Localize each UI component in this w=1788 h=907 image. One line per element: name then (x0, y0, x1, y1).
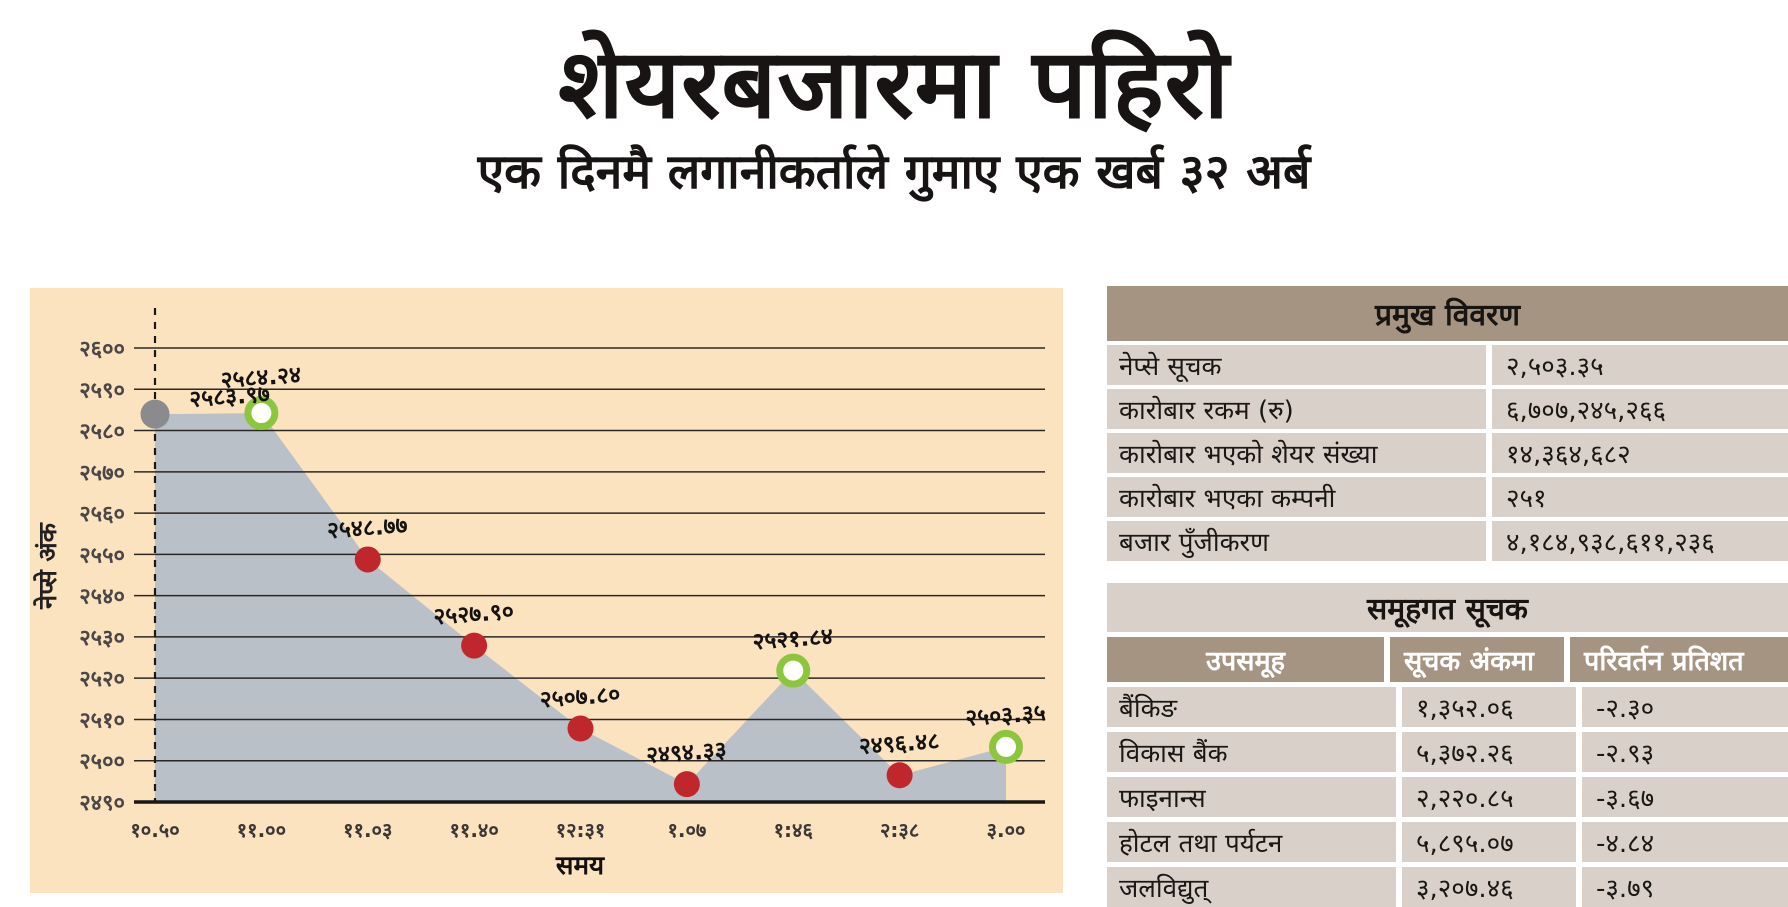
row-subgroup: विकास बैंक (1107, 732, 1396, 772)
index-area-fill (155, 413, 1006, 802)
table-row: कारोबार रकम (रु) ६,७०७,२४५,२६६ (1107, 389, 1788, 429)
row-value: ६,७०७,२४५,२६६ (1492, 389, 1788, 429)
row-label: कारोबार भएको शेयर संख्या (1107, 433, 1486, 473)
data-point-label: २५८३.९७ (188, 381, 270, 413)
row-change: -३.६७ (1582, 777, 1788, 817)
data-point-marker-red (461, 632, 488, 659)
page-title: शेयरबजारमा पहिरो (558, 28, 1230, 140)
x-tick-label: १.०७ (667, 818, 706, 842)
page-subtitle: एक दिनमै लगानीकर्ताले गुमाए एक खर्ब ३२ अ… (477, 143, 1311, 200)
data-point-marker-green (244, 396, 279, 431)
masthead: शेयरबजारमा पहिरो एक दिनमै लगानीकर्ताले ग… (0, 10, 1788, 203)
column-header-change: परिवर्तन प्रतिशत (1570, 637, 1788, 682)
table-row: कारोबार भएको शेयर संख्या १४,३६४,६८२ (1107, 433, 1788, 473)
y-tick-label: २५६० (79, 502, 125, 527)
group-index-table: समूहगत सूचक उपसमूह सूचक अंकमा परिवर्तन प… (1107, 583, 1788, 907)
row-index: १,३५२.०६ (1402, 687, 1576, 727)
y-tick-label: २५८० (79, 420, 125, 445)
y-tick-label: २५१० (79, 708, 125, 733)
row-subgroup: फाइनान्स (1107, 777, 1396, 817)
x-tick-label: ३.०० (987, 818, 1026, 842)
data-point-marker-gray (140, 399, 170, 429)
y-tick-label: २५९० (79, 378, 125, 403)
x-tick-label: ११.४० (450, 818, 499, 842)
data-point-label: २५४८.७७ (326, 513, 408, 545)
table-row: जलविद्युत् ३,२०७.४६ -३.७९ (1107, 867, 1788, 907)
data-point-label: २५०७.८० (539, 682, 621, 714)
y-tick-label: २५५० (79, 543, 125, 568)
data-point-label: २४९४.३३ (645, 737, 727, 769)
nepse-chart-panel: २६०० २५९० २५८० २५७० २५६० २५५० २५४० २५३० २५२० २५१०… (30, 288, 1063, 893)
y-tick-label: २५०० (79, 750, 125, 775)
data-point-marker-red (673, 771, 700, 798)
row-value: २५१ (1492, 477, 1788, 517)
data-point-label: २५८४.२४ (220, 362, 302, 394)
data-point-marker-red (886, 762, 913, 789)
y-tick-label: २५२० (79, 667, 125, 692)
group-table-title: समूहगत सूचक (1107, 583, 1788, 632)
table-row: बजार पुँजीकरण ४,१८४,९३८,६११,२३६ (1107, 521, 1788, 561)
row-subgroup: जलविद्युत् (1107, 867, 1396, 907)
row-label: कारोबार रकम (रु) (1107, 389, 1486, 429)
x-axis-title: समय (555, 851, 605, 881)
summary-table: प्रमुख विवरण नेप्से सूचक २,५०३.३५ कारोबा… (1107, 286, 1788, 561)
table-row: विकास बैंक ५,३७२.२६ -२.९३ (1107, 732, 1788, 772)
row-change: -३.७९ (1582, 867, 1788, 907)
summary-table-title: प्रमुख विवरण (1107, 286, 1788, 341)
data-point-label: २५२१.८४ (752, 624, 834, 656)
row-change: -२.३० (1582, 687, 1788, 727)
row-value: १४,३६४,६८२ (1492, 433, 1788, 473)
column-header-subgroup: उपसमूह (1107, 637, 1384, 682)
row-index: ३,२०७.४६ (1402, 867, 1576, 907)
x-tick-label: १२:३१ (556, 818, 606, 842)
y-tick-label: २५४० (79, 585, 125, 610)
y-tick-label: २५७० (79, 461, 125, 486)
x-tick-label: ११.०० (237, 818, 286, 842)
row-subgroup: होटल तथा पर्यटन (1107, 822, 1396, 862)
table-row: कारोबार भएका कम्पनी २५१ (1107, 477, 1788, 517)
y-tick-label: २४९० (79, 791, 125, 816)
row-index: २,२२०.८५ (1402, 777, 1576, 817)
row-value: २,५०३.३५ (1492, 345, 1788, 385)
y-tick-label: २६०० (79, 337, 125, 362)
data-point-label: २५०३.३५ (964, 700, 1046, 732)
row-label: बजार पुँजीकरण (1107, 521, 1486, 561)
row-subgroup: बैंकिङ (1107, 687, 1396, 727)
x-tick-label: १०.५० (130, 818, 179, 842)
data-point-label: २५२७.९० (433, 599, 515, 631)
row-change: -२.९३ (1582, 732, 1788, 772)
data-point-marker-red (567, 715, 594, 742)
column-header-index: सूचक अंकमा (1390, 637, 1564, 682)
x-tick-label: २:३८ (880, 818, 919, 842)
data-point-marker-red (354, 546, 381, 573)
data-point-marker-green (776, 653, 811, 688)
group-table-header-row: उपसमूह सूचक अंकमा परिवर्तन प्रतिशत (1107, 637, 1788, 682)
table-row: बैंकिङ १,३५२.०६ -२.३० (1107, 687, 1788, 727)
data-point-marker-green (989, 729, 1023, 764)
y-tick-label: २५३० (79, 626, 125, 651)
x-tick-label: १:४६ (774, 818, 814, 842)
row-value: ४,१८४,९३८,६११,२३६ (1492, 521, 1788, 561)
table-row: नेप्से सूचक २,५०३.३५ (1107, 345, 1788, 385)
data-point-label: २४९६.४८ (858, 728, 940, 760)
x-tick-label: ११.०३ (343, 818, 392, 842)
row-index: ५,३७२.२६ (1402, 732, 1576, 772)
row-label: नेप्से सूचक (1107, 345, 1486, 385)
row-label: कारोबार भएका कम्पनी (1107, 477, 1486, 517)
y-axis-title: नेप्से अंक (33, 521, 62, 609)
row-change: -४.८४ (1582, 822, 1788, 862)
table-row: होटल तथा पर्यटन ५,८९५.०७ -४.८४ (1107, 822, 1788, 862)
row-index: ५,८९५.०७ (1402, 822, 1576, 862)
table-row: फाइनान्स २,२२०.८५ -३.६७ (1107, 777, 1788, 817)
nepse-chart-svg: २६०० २५९० २५८० २५७० २५६० २५५० २५४० २५३० २५२० २५१०… (33, 308, 1047, 881)
